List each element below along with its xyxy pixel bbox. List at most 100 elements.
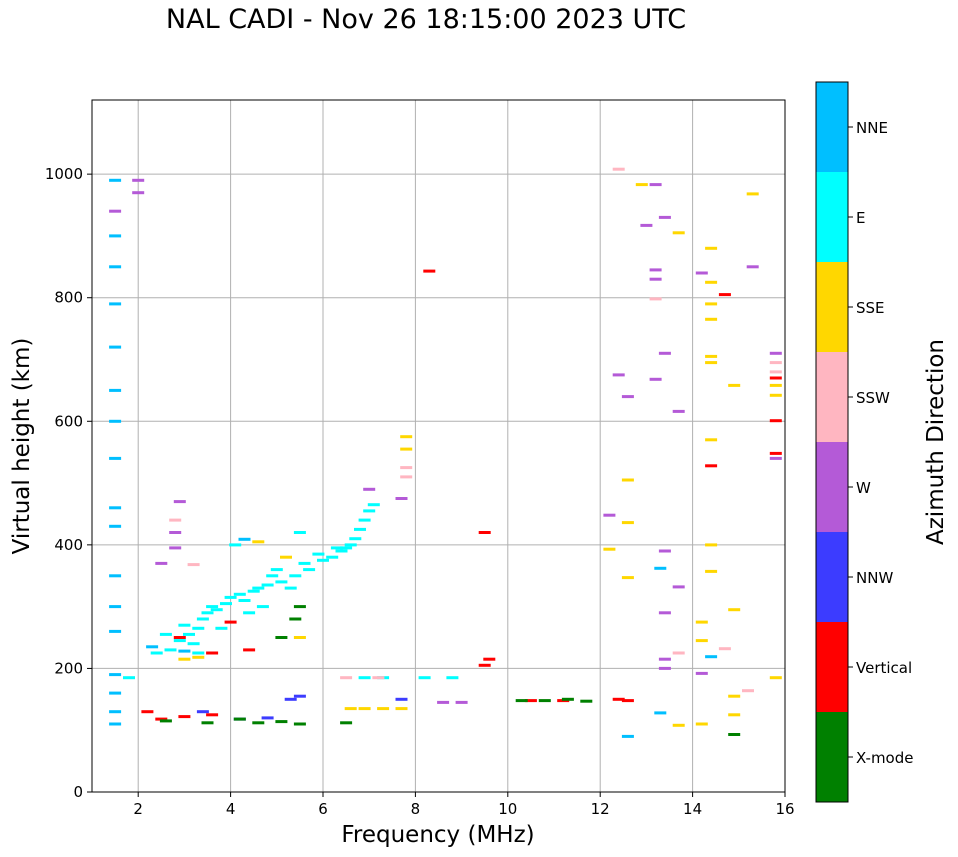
- echo-point-vertical: [621, 699, 634, 703]
- echo-point-nne: [146, 645, 159, 649]
- echo-point-e: [335, 549, 348, 553]
- echo-point-x-mode: [561, 697, 574, 701]
- echo-point-x-mode: [293, 605, 306, 609]
- echo-point-e: [229, 543, 242, 547]
- echo-point-e: [303, 568, 316, 572]
- echo-point-vertical: [178, 715, 191, 719]
- echo-point-vertical: [718, 293, 731, 297]
- echo-point-nne: [109, 673, 122, 677]
- echo-point-nne: [109, 524, 122, 528]
- echo-point-nne: [109, 629, 122, 633]
- echo-point-vertical: [705, 464, 718, 468]
- echo-point-ssw: [169, 518, 182, 522]
- echo-point-w: [169, 546, 182, 550]
- echo-point-e: [252, 586, 265, 590]
- echo-point-sse: [621, 521, 634, 525]
- echo-point-w: [649, 183, 662, 187]
- echo-point-e: [312, 552, 325, 556]
- echo-point-w: [132, 191, 145, 195]
- echo-point-vertical: [524, 699, 537, 703]
- echo-point-nnw: [395, 697, 408, 701]
- plot-area: [92, 100, 785, 792]
- echo-point-x-mode: [340, 721, 353, 725]
- echo-point-e: [340, 546, 353, 550]
- echo-point-e: [446, 676, 459, 680]
- echo-point-ssw: [400, 475, 413, 479]
- x-axis-ticks: 2 4 6 8 10 12 14 16: [133, 792, 795, 818]
- echo-point-nne: [109, 234, 122, 238]
- echo-point-e: [298, 561, 311, 565]
- echo-point-nne: [109, 722, 122, 726]
- echo-point-w: [658, 215, 671, 219]
- echo-point-nnw: [293, 694, 306, 698]
- echo-point-w: [363, 487, 376, 491]
- echo-point-e: [293, 531, 306, 534]
- echo-point-e: [317, 558, 329, 562]
- echo-point-nne: [109, 302, 122, 306]
- echo-point-ssw: [372, 676, 385, 680]
- echo-point-sse: [192, 655, 205, 659]
- y-axis-label: Virtual height (km): [9, 338, 35, 555]
- chart-title: NAL CADI - Nov 26 18:15:00 2023 UTC: [165, 4, 687, 35]
- y-tick-label: 400: [54, 536, 83, 554]
- echo-point-vertical: [243, 648, 256, 652]
- echo-point-x-mode: [515, 699, 528, 703]
- echo-point-w: [649, 277, 662, 281]
- echo-point-sse: [728, 608, 741, 612]
- echo-point-e: [196, 617, 209, 621]
- echo-point-nne: [109, 419, 122, 423]
- echo-point-e: [192, 626, 205, 630]
- echo-point-e: [256, 605, 269, 609]
- echo-point-e: [363, 509, 376, 513]
- echo-point-nne: [654, 566, 667, 570]
- echo-point-vertical: [769, 451, 782, 455]
- echo-point-nne: [109, 574, 122, 578]
- echo-point-nne: [621, 734, 634, 738]
- echo-point-vertical: [769, 376, 782, 380]
- echo-point-vertical: [173, 636, 186, 639]
- echo-point-e: [270, 568, 283, 572]
- echo-point-sse: [377, 707, 390, 711]
- echo-point-sse: [728, 383, 741, 387]
- y-tick-label: 800: [54, 289, 83, 307]
- echo-point-w: [658, 351, 671, 355]
- echo-point-sse: [705, 246, 718, 250]
- echo-point-sse: [705, 317, 718, 321]
- echo-point-ssw: [742, 689, 754, 693]
- echo-point-e: [224, 595, 237, 599]
- x-tick-label: 4: [226, 800, 236, 818]
- echo-point-w: [155, 561, 168, 565]
- echo-point-x-mode: [293, 722, 306, 726]
- y-tick-label: 1000: [45, 165, 83, 183]
- echo-point-nne: [178, 649, 191, 653]
- echo-point-x-mode: [728, 733, 741, 736]
- echo-point-e: [326, 555, 339, 559]
- echo-point-sse: [705, 569, 718, 573]
- echo-point-sse: [400, 447, 413, 451]
- echo-point-sse: [695, 620, 708, 624]
- echo-point-sse: [252, 540, 265, 544]
- echo-point-ssw: [769, 370, 782, 374]
- echo-point-w: [746, 265, 759, 269]
- echo-point-nne: [109, 265, 122, 269]
- echo-point-w: [132, 178, 145, 182]
- echo-point-sse: [728, 694, 741, 698]
- echo-point-sse: [621, 576, 634, 580]
- echo-point-nne: [705, 655, 718, 659]
- echo-point-vertical: [206, 713, 219, 717]
- x-tick-label: 2: [133, 800, 143, 818]
- echo-point-e: [233, 592, 246, 596]
- echo-point-w: [603, 513, 616, 517]
- echo-point-x-mode: [289, 617, 302, 621]
- echo-point-sse: [344, 707, 357, 711]
- echo-point-ssw: [769, 361, 782, 365]
- echo-point-vertical: [612, 697, 625, 701]
- echo-point-e: [284, 586, 297, 590]
- echo-point-nne: [109, 691, 122, 695]
- echo-point-vertical: [206, 651, 219, 655]
- echo-point-e: [178, 623, 191, 627]
- echo-point-e: [150, 651, 163, 655]
- echo-point-sse: [705, 438, 718, 442]
- echo-point-w: [695, 671, 708, 675]
- echo-point-sse: [672, 231, 685, 235]
